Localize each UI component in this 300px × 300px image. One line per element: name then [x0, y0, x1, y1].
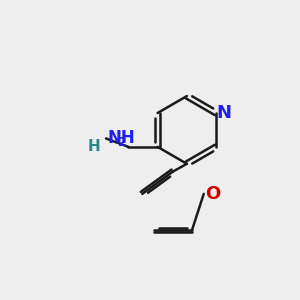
Text: N: N	[216, 104, 231, 122]
Text: NH: NH	[108, 129, 135, 147]
Text: H: H	[88, 140, 101, 154]
Text: 2: 2	[118, 136, 127, 149]
Text: O: O	[206, 185, 220, 203]
